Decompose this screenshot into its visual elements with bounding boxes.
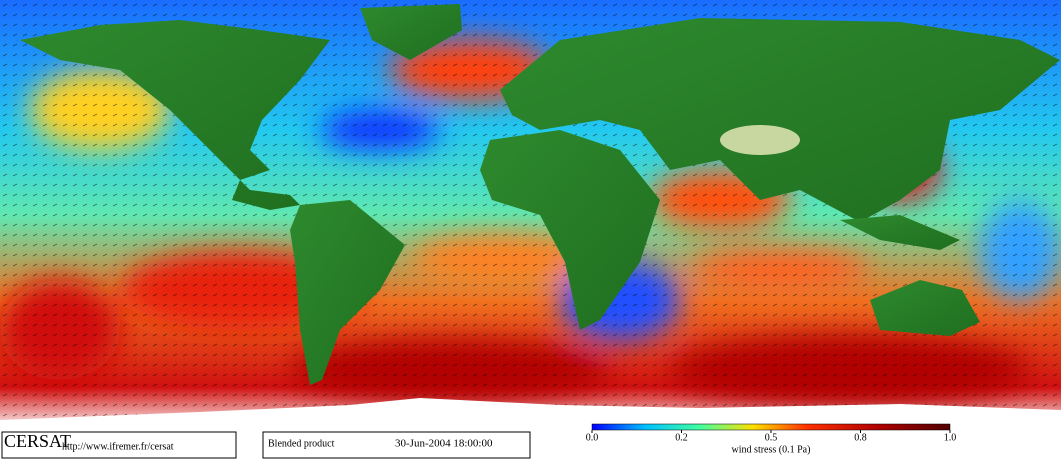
- colorbar-tick-label: 0.2: [675, 432, 688, 443]
- colorbar-tick-label: 0.0: [586, 432, 599, 443]
- logo: CERSAT: [4, 431, 71, 451]
- colorbar-tick-label: 1.0: [944, 432, 957, 443]
- land: [20, 4, 1060, 385]
- url: http://www.ifremer.fr/cersat: [62, 441, 174, 452]
- logo-box: [1, 431, 237, 459]
- colorbar: [591, 423, 951, 431]
- antarctica: [0, 398, 1061, 430]
- colorbar-tick-label: 0.8: [854, 432, 867, 443]
- date: 30-Jun-2004 18:00:00: [395, 438, 493, 450]
- colorbar-tick-label: 0.5: [765, 432, 778, 443]
- product-box: [262, 431, 531, 459]
- product: Blended product: [268, 438, 335, 449]
- colorbar-label: wind stress (0.1 Pa): [732, 444, 811, 455]
